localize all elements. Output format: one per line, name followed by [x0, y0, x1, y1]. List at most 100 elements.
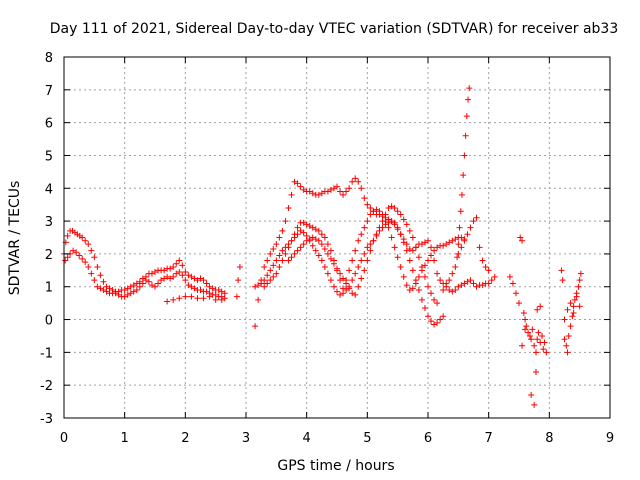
data-point — [446, 239, 453, 246]
data-point — [352, 247, 359, 254]
data-point — [343, 280, 350, 287]
data-point — [567, 300, 574, 307]
data-point — [112, 290, 119, 297]
x-tick-label: 0 — [60, 431, 68, 446]
data-point — [309, 190, 316, 197]
data-point — [425, 283, 431, 290]
data-point — [400, 216, 407, 223]
data-point — [288, 254, 295, 261]
data-point — [300, 229, 307, 236]
data-point — [291, 231, 298, 238]
data-point — [206, 283, 213, 290]
data-point — [561, 316, 568, 323]
x-tick-label: 8 — [545, 431, 553, 446]
data-point — [532, 369, 539, 376]
data-point — [64, 232, 71, 239]
data-point — [185, 282, 192, 289]
data-point — [315, 227, 322, 234]
data-point — [179, 262, 186, 269]
data-point — [400, 239, 407, 246]
data-point — [379, 218, 386, 225]
data-point — [391, 244, 398, 251]
data-point — [136, 283, 143, 290]
data-point — [170, 264, 177, 271]
data-point — [421, 262, 428, 269]
data-point — [434, 270, 441, 277]
data-point — [376, 208, 383, 215]
data-point — [337, 188, 344, 195]
data-point — [370, 208, 377, 215]
x-axis-ticks: 0 1 2 3 4 5 6 7 8 9 — [60, 57, 614, 446]
data-point — [221, 295, 228, 302]
data-point — [434, 300, 441, 307]
data-point — [170, 273, 177, 280]
data-point — [462, 132, 469, 139]
x-axis-label: GPS time / hours — [277, 458, 394, 474]
data-point — [318, 241, 325, 248]
data-point — [358, 185, 365, 192]
data-point — [327, 247, 334, 254]
data-point — [324, 270, 331, 277]
data-point — [327, 186, 334, 193]
data-point — [561, 336, 568, 343]
data-point — [133, 280, 140, 287]
data-point — [577, 270, 584, 277]
x-tick-label: 1 — [121, 431, 129, 446]
data-point — [152, 283, 158, 290]
data-point — [285, 257, 292, 264]
data-point — [294, 247, 301, 254]
data-point — [148, 282, 155, 289]
data-point — [124, 291, 131, 298]
data-point — [421, 305, 428, 312]
data-point — [291, 178, 298, 185]
data-point — [576, 277, 583, 284]
data-point — [409, 234, 416, 241]
data-point — [443, 241, 450, 248]
data-point — [358, 231, 365, 238]
data-point — [330, 260, 337, 267]
data-point — [321, 234, 328, 241]
data-point — [297, 244, 304, 251]
data-point — [473, 214, 480, 221]
y-axis-label: SDTVAR / TECUs — [7, 181, 23, 296]
data-point — [446, 287, 453, 294]
data-point — [570, 309, 577, 316]
data-point — [276, 264, 283, 271]
data-point — [373, 231, 380, 238]
data-point — [431, 321, 438, 328]
data-point — [394, 224, 401, 231]
data-point — [324, 241, 331, 248]
data-point — [279, 227, 286, 234]
data-point — [161, 275, 168, 282]
data-point — [467, 224, 474, 231]
data-point — [449, 270, 456, 277]
data-point — [428, 252, 435, 259]
data-point — [571, 296, 578, 303]
data-point — [388, 203, 395, 210]
data-point — [270, 245, 277, 252]
data-point — [406, 257, 413, 264]
data-point — [130, 282, 137, 289]
data-point — [506, 273, 513, 280]
data-point — [385, 224, 392, 231]
data-point — [458, 282, 465, 289]
data-point — [173, 260, 180, 267]
data-point — [267, 250, 274, 257]
data-point — [176, 295, 183, 302]
data-point — [534, 306, 541, 313]
data-point — [261, 264, 268, 271]
data-point — [428, 244, 435, 251]
data-point — [121, 287, 128, 294]
data-point — [520, 309, 527, 316]
data-point — [434, 244, 441, 251]
data-point — [412, 244, 419, 251]
data-point — [458, 244, 465, 251]
data-point — [452, 236, 459, 243]
data-point — [517, 234, 524, 241]
data-point — [294, 224, 301, 231]
data-point — [276, 234, 283, 241]
data-point — [540, 346, 547, 353]
data-point — [164, 273, 171, 280]
data-point — [397, 231, 404, 238]
data-point — [394, 254, 401, 261]
